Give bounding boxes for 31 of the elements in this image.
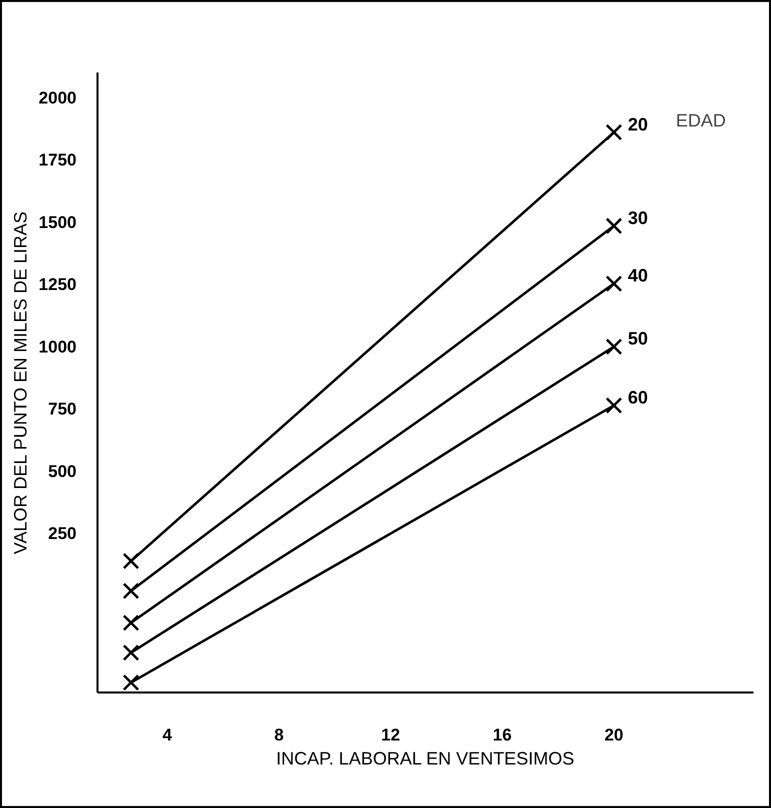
y-tick-label: 750 <box>48 400 77 419</box>
y-tick-label: 1500 <box>38 212 77 232</box>
point <box>606 275 622 292</box>
point <box>122 582 140 600</box>
x-tick-label: 20 <box>604 726 624 744</box>
y-tick-label: 1750 <box>38 150 77 170</box>
x-tick-label: 12 <box>381 726 400 744</box>
y-axis-title: VALOR DEL PUNTO EN MILES DE LIRAS <box>10 211 31 554</box>
point <box>606 397 622 414</box>
legend-title: EDAD <box>676 110 726 130</box>
y-tick-label: 2000 <box>38 88 77 108</box>
y-tick-label: 1000 <box>38 337 77 356</box>
x-tick-label: 16 <box>492 726 512 744</box>
x-tick-label: 4 <box>162 726 173 744</box>
series-label: 40 <box>628 266 648 286</box>
series-label: 30 <box>628 208 648 228</box>
x-axis-title: INCAP. LABORAL EN VENTESIMOS <box>276 748 574 768</box>
point <box>606 218 622 234</box>
y-tick-label: 250 <box>48 524 77 544</box>
series-label: 50 <box>628 328 648 349</box>
point <box>122 674 140 691</box>
point <box>122 552 140 570</box>
y-tick-label: 1250 <box>38 275 77 294</box>
point <box>606 338 622 355</box>
series-label: 20 <box>628 114 648 134</box>
x-tick-label: 8 <box>274 726 284 744</box>
series-label: 60 <box>628 387 648 408</box>
point <box>122 614 140 632</box>
point <box>606 124 622 141</box>
y-tick-label: 500 <box>48 462 77 481</box>
point <box>122 644 140 661</box>
